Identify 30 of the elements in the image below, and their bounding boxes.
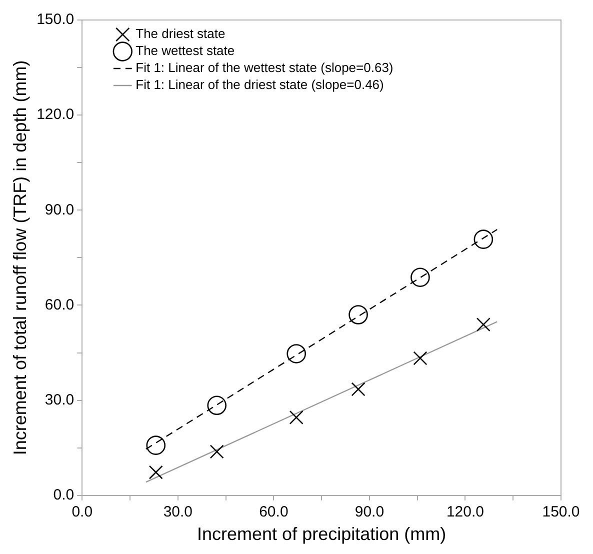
y-tick-label: 30.0 [44,391,74,408]
point [351,382,366,396]
legend-label: Fit 1: Linear of the wettest state (slope=0.63) [136,60,394,76]
y-tick-label: 150.0 [36,11,74,28]
point [286,344,306,364]
y-tick-label: 90.0 [44,201,74,218]
point [289,410,304,424]
point [348,305,368,324]
point [210,444,224,459]
x-tick-label: 120.0 [446,504,484,521]
y-tick-label: 60.0 [44,296,74,314]
point [146,436,166,455]
legend-label: Fit 1: Linear of the driest state (slope=0.46) [136,77,384,92]
x-tick-label: 90.0 [354,504,384,521]
y-tick-label: 0.0 [53,486,74,504]
point [148,465,163,480]
x-tick-label: 0.0 [72,504,93,521]
legend-label: The wettest state [136,43,235,58]
point [474,230,494,249]
x-tick-label: 30.0 [163,504,193,521]
point [207,396,227,416]
y-axis-title: Increment of total runoff flow (TRF) in depth (mm) [10,60,30,456]
x-axis-title: Increment of precipitation (mm) [197,524,446,544]
x-tick-label: 60.0 [259,504,288,521]
x-tick-label: 150.0 [542,504,580,521]
point [410,268,430,287]
point [476,318,490,332]
point [413,351,428,366]
y-tick-label: 120.0 [36,106,74,124]
legend-label: The driest state [136,26,226,42]
